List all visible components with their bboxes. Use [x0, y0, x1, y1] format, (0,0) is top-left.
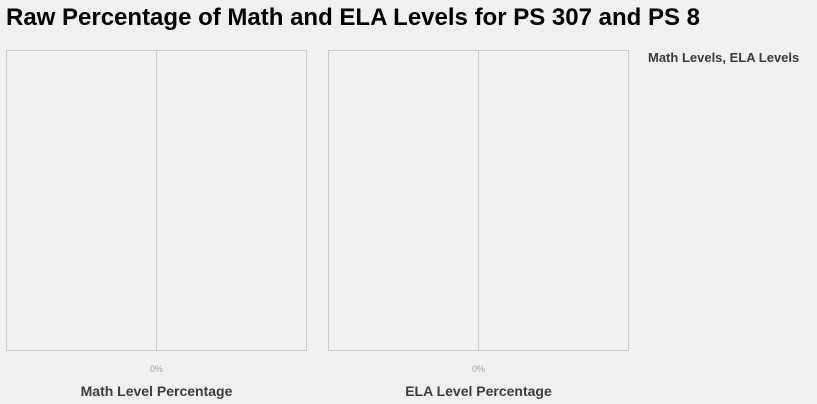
- legend: Math Levels, ELA Levels: [648, 50, 799, 65]
- legend-title: Math Levels, ELA Levels: [648, 50, 799, 65]
- math-panel: 0% Math Level Percentage: [6, 50, 307, 399]
- ela-panel: 0% ELA Level Percentage: [328, 50, 629, 399]
- ela-x-axis-title: ELA Level Percentage: [405, 383, 552, 399]
- ela-tick-label-0: 0%: [472, 364, 485, 374]
- chart-title: Raw Percentage of Math and ELA Levels fo…: [6, 4, 700, 31]
- math-x-axis-title: Math Level Percentage: [81, 383, 233, 399]
- math-tick-label-0: 0%: [150, 364, 163, 374]
